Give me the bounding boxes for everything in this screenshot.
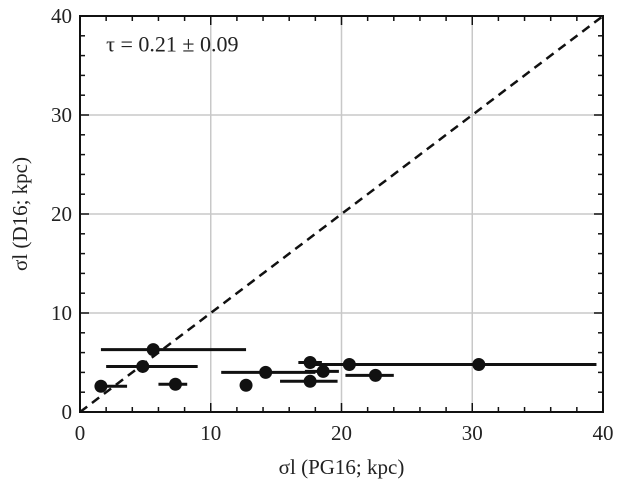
x-tick-label: 30	[462, 421, 483, 445]
x-tick-label: 40	[593, 421, 614, 445]
axis-ticks	[79, 15, 604, 413]
data-point	[94, 379, 108, 393]
data-point	[342, 357, 356, 371]
data-point	[146, 343, 160, 357]
data-point	[239, 378, 253, 392]
tau-annotation: τ = 0.21 ± 0.09	[106, 32, 238, 57]
data-point	[472, 357, 486, 371]
y-tick-label: 10	[51, 301, 72, 325]
data-point	[259, 365, 273, 379]
y-tick-label: 0	[62, 400, 73, 424]
x-axis-label: σl (PG16; kpc)	[279, 455, 405, 479]
data-point	[136, 359, 150, 373]
data-point	[168, 377, 182, 391]
data-point	[316, 364, 330, 378]
y-tick-label: 20	[51, 202, 72, 226]
y-tick-label: 30	[51, 103, 72, 127]
gridlines	[80, 16, 603, 412]
x-tick-label: 0	[75, 421, 86, 445]
data-point	[303, 356, 317, 369]
y-tick-label: 40	[51, 4, 72, 28]
data-point	[303, 374, 317, 388]
data-point	[368, 368, 382, 382]
one-to-one-dashed-line	[79, 15, 604, 413]
x-tick-labels: 0 10 20 30 40	[75, 421, 614, 445]
x-tick-label: 10	[200, 421, 221, 445]
x-tick-label: 20	[331, 421, 352, 445]
y-tick-labels: 0 10 20 30 40	[51, 4, 72, 424]
data-points	[94, 343, 486, 393]
y-axis-label: σl (D16; kpc)	[8, 157, 32, 271]
